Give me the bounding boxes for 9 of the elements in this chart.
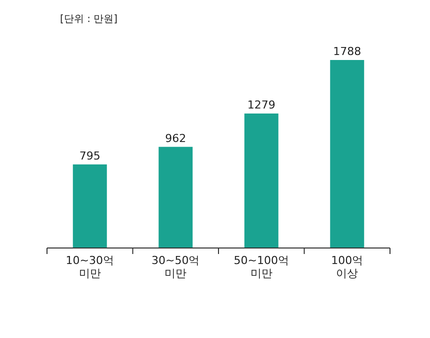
data-label: 795	[79, 149, 100, 162]
text: [단위 : 만원]	[60, 14, 118, 25]
x-tick-label: 10~30억 미만	[66, 254, 114, 280]
x-tick-label: 50~100억 미만	[234, 254, 289, 280]
x-tick-label: 30~50억 미만	[152, 254, 200, 280]
data-label: 1279	[247, 98, 276, 112]
data-label: 1788	[333, 45, 362, 58]
x-tick-label: 100억 이상	[331, 254, 364, 280]
data-label: 962	[165, 132, 186, 145]
